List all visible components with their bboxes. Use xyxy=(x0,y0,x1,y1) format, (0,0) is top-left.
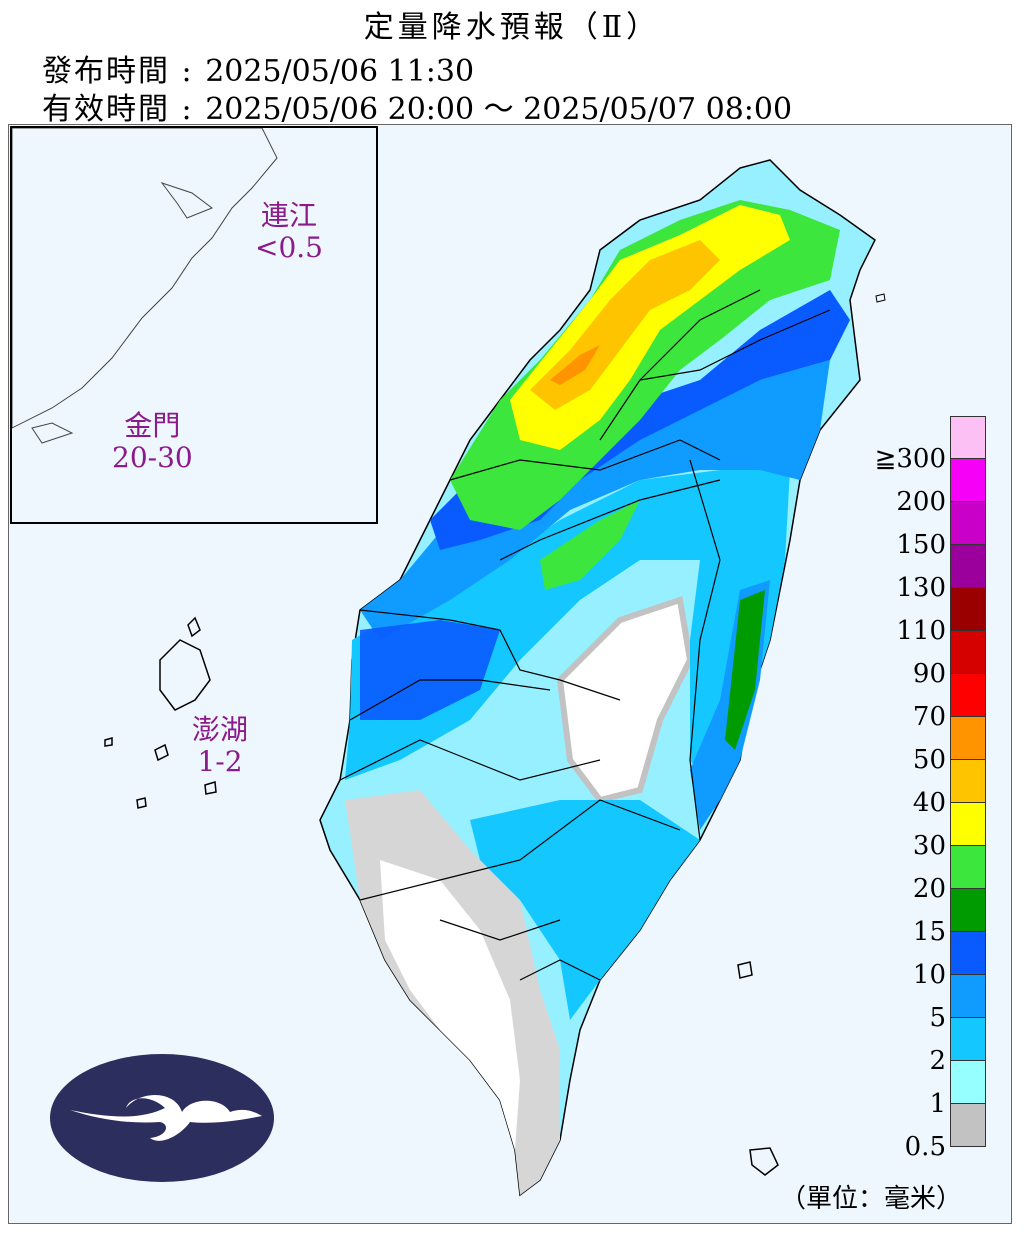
rain-zone-20-30 xyxy=(450,200,840,530)
valid-time-label: 有效時間 : xyxy=(42,92,206,127)
rain-zone-5-10 xyxy=(345,470,790,800)
rain-zone-20-30-b xyxy=(540,500,640,590)
penghu-islands xyxy=(104,616,217,809)
map-title: 定量降水預報（Ⅱ） xyxy=(363,10,661,45)
legend-tick-label: 20 xyxy=(912,874,946,904)
rain-zone-10-15 xyxy=(360,360,830,640)
legend-tick-label: 30 xyxy=(912,831,946,861)
legend-swatch xyxy=(950,760,986,803)
legend-swatch xyxy=(950,846,986,889)
issue-time-label: 發布時間 : xyxy=(42,54,206,89)
region-kinmen: 金門 20-30 xyxy=(112,410,193,474)
legend-swatch xyxy=(950,588,986,631)
rain-zone-white xyxy=(380,860,520,1150)
legend-swatch xyxy=(950,803,986,846)
legend-swatch xyxy=(950,1018,986,1061)
inset-coastline xyxy=(12,128,278,444)
legend-tick-label: 110 xyxy=(896,616,946,646)
region-penghu: 澎湖 1-2 xyxy=(192,714,248,778)
legend-tick-label: 70 xyxy=(912,702,946,732)
legend-swatch xyxy=(950,416,986,459)
legend-tick-label: 5 xyxy=(929,1003,946,1033)
legend-swatch xyxy=(950,545,986,588)
eastern-islands xyxy=(737,961,779,1176)
legend-tick-label: 0.5 xyxy=(904,1132,946,1162)
legend-swatch xyxy=(950,1061,986,1104)
legend-tick-label: 90 xyxy=(912,659,946,689)
rain-zone-10-15-b xyxy=(360,620,500,720)
legend-swatch xyxy=(950,631,986,674)
legend-tick-label: 10 xyxy=(912,960,946,990)
legend-swatch xyxy=(950,459,986,502)
legend-swatch xyxy=(950,932,986,975)
region-value: 1-2 xyxy=(197,745,243,778)
legend-swatch xyxy=(950,1104,986,1147)
legend-tick-label: 50 xyxy=(912,745,946,775)
region-name: 澎湖 xyxy=(192,713,249,746)
issue-time-line: 發布時間 : 2025/05/06 11:30 xyxy=(42,46,474,90)
legend-tick-label: 2 xyxy=(929,1046,946,1076)
cwa-cloud-logo xyxy=(50,1054,274,1182)
region-value: <0.5 xyxy=(255,231,323,264)
legend-tick-label: ≧300 xyxy=(874,444,946,474)
valid-time-value: 2025/05/06 20:00 ～ 2025/05/07 08:00 xyxy=(205,92,793,127)
legend-tick-label: 150 xyxy=(896,530,946,560)
outlying-islands-inset xyxy=(10,126,378,524)
legend-tick-label: 130 xyxy=(896,573,946,603)
legend-tick-label: 1 xyxy=(929,1089,946,1119)
legend-swatch xyxy=(950,502,986,545)
region-lienchiang: 連江 <0.5 xyxy=(255,200,323,264)
guishan-island xyxy=(875,293,886,303)
region-value: 20-30 xyxy=(112,441,193,474)
legend-swatch xyxy=(950,889,986,932)
legend-swatch xyxy=(950,717,986,760)
valid-time-line: 有效時間 : 2025/05/06 20:00 ～ 2025/05/07 08:… xyxy=(42,84,792,128)
rain-zone-15-20-east xyxy=(725,590,765,750)
rain-zone-50-70 xyxy=(550,345,600,385)
rainfall-legend xyxy=(950,416,986,1147)
legend-tick-label: 200 xyxy=(896,487,946,517)
region-name: 金門 xyxy=(124,409,181,442)
legend-tick-label: 15 xyxy=(912,917,946,947)
county-boundaries xyxy=(339,289,831,981)
issue-time-value: 2025/05/06 11:30 xyxy=(205,54,475,89)
legend-unit: （單位：毫米） xyxy=(780,1184,963,1214)
region-name: 連江 xyxy=(260,199,317,232)
rain-zone-white-central xyxy=(556,596,694,804)
legend-swatch xyxy=(950,674,986,717)
legend-tick-label: 40 xyxy=(912,788,946,818)
legend-swatch xyxy=(950,975,986,1018)
